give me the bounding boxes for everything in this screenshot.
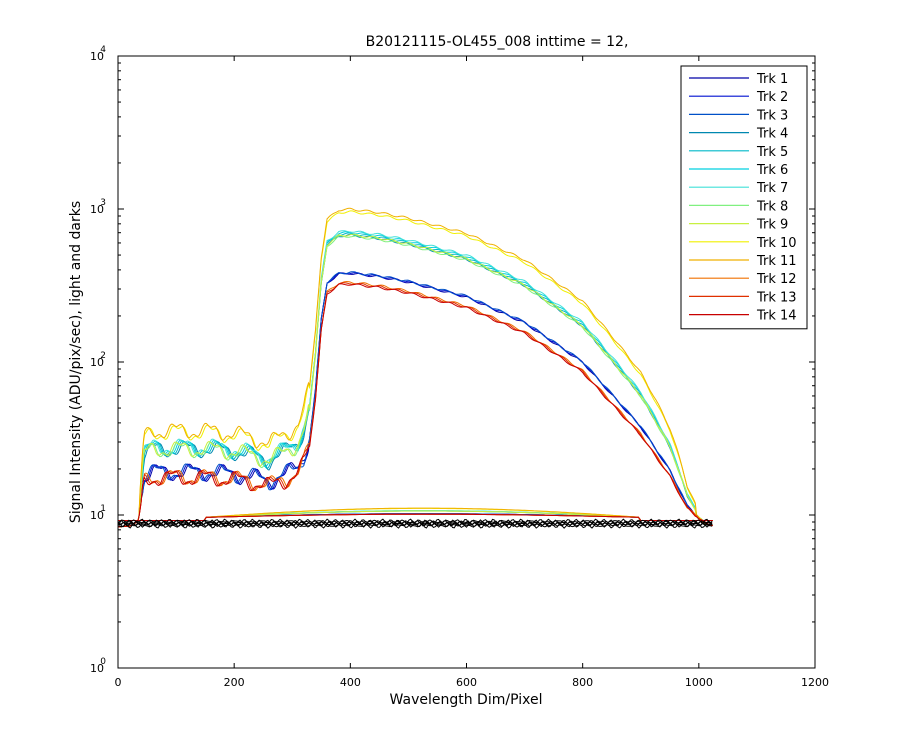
- y-tick-base: 10: [90, 662, 104, 675]
- legend-box: [680, 65, 808, 330]
- y-tick-base: 10: [90, 203, 104, 216]
- y-tick-exponent: 3: [100, 198, 106, 208]
- series-light-floor: [118, 513, 713, 521]
- x-tick-label: 400: [340, 676, 361, 689]
- dark-line: [117, 518, 713, 525]
- legend-label: Trk 6: [756, 163, 788, 178]
- legend-label: Trk 13: [756, 290, 797, 305]
- legend-label: Trk 14: [756, 309, 797, 324]
- series-line: [117, 231, 713, 528]
- y-tick-exponent: 4: [100, 45, 106, 55]
- series-lines: [117, 207, 713, 528]
- x-axis-label: Wavelength Dim/Pixel: [390, 692, 543, 708]
- x-tick-label: 200: [224, 676, 245, 689]
- series-light-floor: [118, 507, 713, 521]
- series-line: [117, 283, 713, 528]
- legend-label: Trk 12: [756, 272, 797, 287]
- legend-label: Trk 5: [756, 145, 788, 160]
- legend-label: Trk 3: [756, 108, 788, 123]
- legend-label: Trk 10: [756, 236, 797, 251]
- legend-label: Trk 9: [756, 218, 788, 233]
- series-line: [117, 207, 713, 528]
- legend-label: Trk 11: [756, 254, 797, 269]
- x-tick-label: 600: [456, 676, 477, 689]
- series-line: [117, 230, 713, 528]
- dark-lines: [117, 518, 713, 529]
- y-tick-base: 10: [90, 50, 104, 63]
- y-tick-base: 10: [90, 509, 104, 522]
- legend-label: Trk 8: [756, 199, 788, 214]
- y-axis-label: Signal Intensity (ADU/pix/sec), light an…: [68, 201, 84, 523]
- y-tick-exponent: 2: [100, 351, 106, 361]
- chart-title: B20121115-OL455_008 inttime = 12,: [366, 34, 629, 50]
- x-tick-label: 1200: [801, 676, 829, 689]
- y-tick-exponent: 0: [100, 657, 106, 667]
- x-tick-label: 800: [572, 676, 593, 689]
- legend-label: Trk 4: [756, 127, 788, 142]
- x-axis-ticks: 0 200 400 600 800 1000 1200: [115, 56, 829, 689]
- legend-label: Trk 2: [756, 90, 788, 105]
- x-tick-label: 1000: [685, 676, 713, 689]
- y-tick-base: 10: [90, 356, 104, 369]
- legend: Trk 1 Trk 2 Trk 3 Trk 4 Trk 5 Trk 6 Trk 7 Trk 8…: [680, 65, 808, 330]
- series-line: [117, 233, 713, 528]
- legend-label: Trk 7: [756, 181, 788, 196]
- series-line: [117, 271, 713, 528]
- y-tick-exponent: 1: [100, 504, 106, 514]
- x-tick-label: 0: [115, 676, 122, 689]
- legend-label: Trk 1: [756, 72, 788, 87]
